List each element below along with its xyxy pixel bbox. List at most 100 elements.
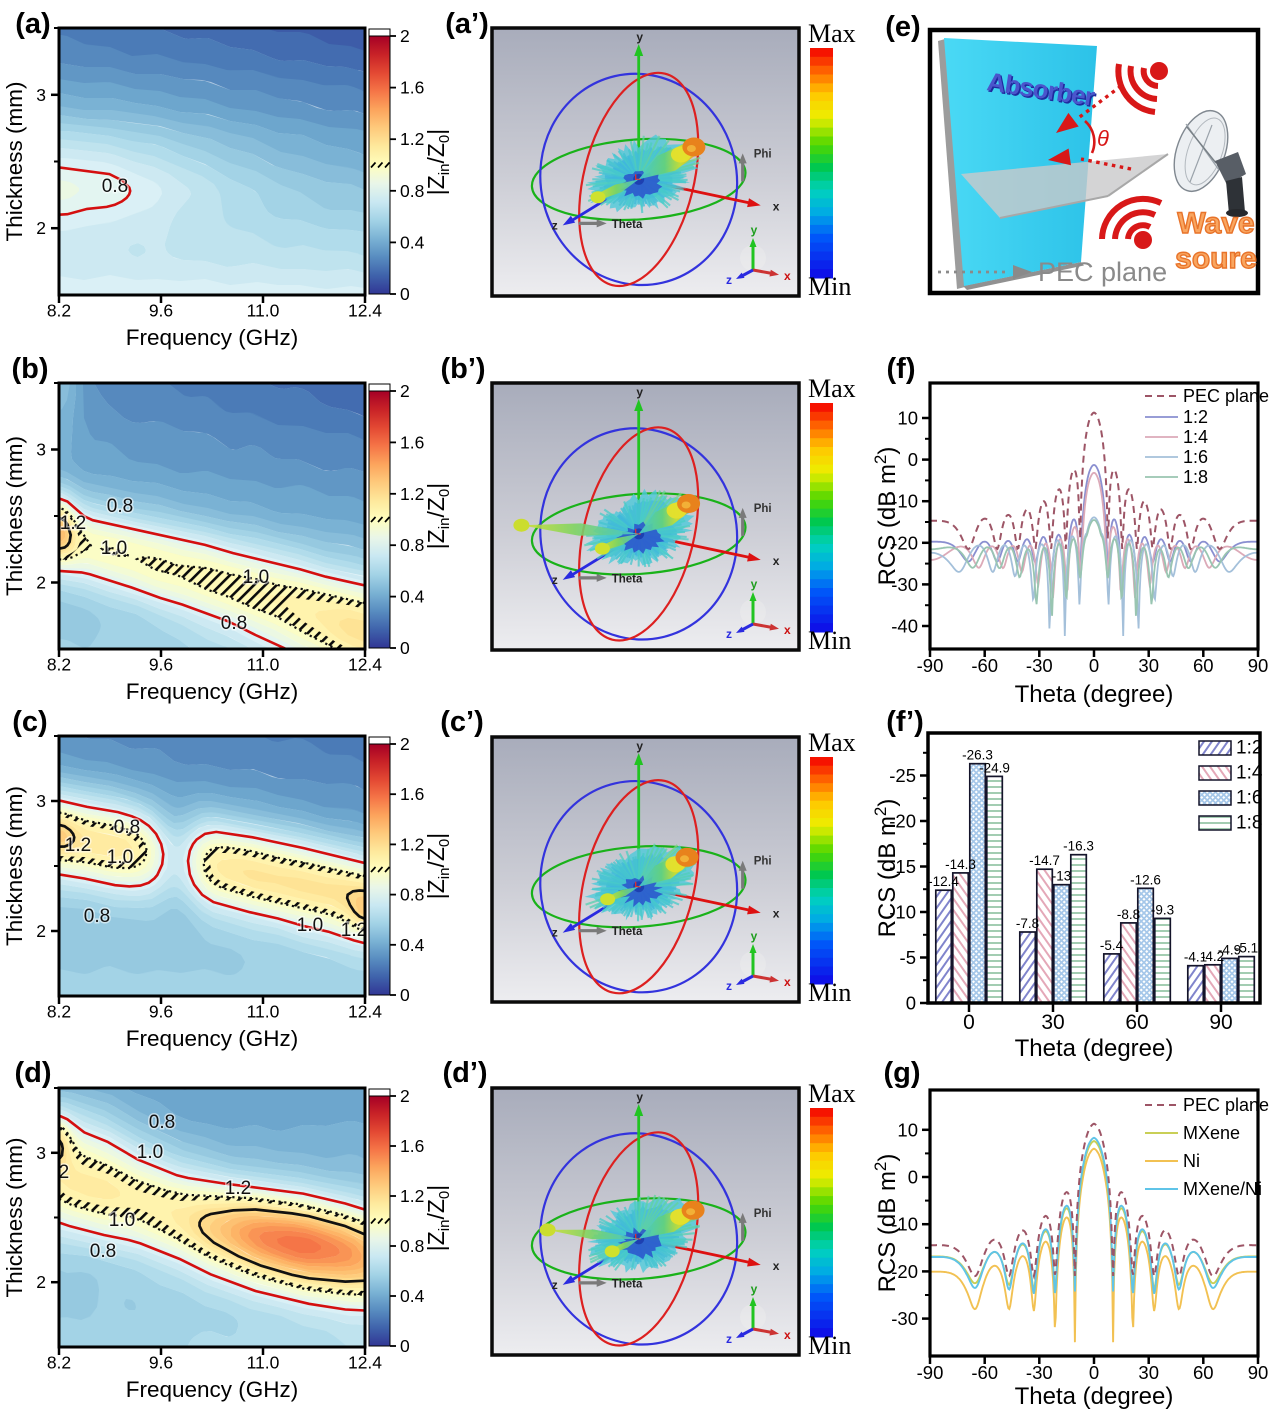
svg-text:11.0: 11.0 xyxy=(247,301,280,321)
svg-text:(b’): (b’) xyxy=(440,353,485,385)
svg-text:Theta: Theta xyxy=(612,926,643,938)
svg-text:1.2: 1.2 xyxy=(65,835,91,856)
svg-text:Thickness (mm): Thickness (mm) xyxy=(2,81,27,241)
svg-text:2: 2 xyxy=(400,26,410,46)
svg-text:-40: -40 xyxy=(891,616,918,637)
svg-text:Frequency (GHz): Frequency (GHz) xyxy=(126,679,299,704)
svg-text:1.2: 1.2 xyxy=(400,1186,424,1206)
svg-text:PEC plane: PEC plane xyxy=(1038,257,1167,287)
svg-text:Min: Min xyxy=(808,626,851,655)
svg-text:y: y xyxy=(751,929,758,943)
svg-text:-13: -13 xyxy=(1052,869,1072,884)
svg-text:(a’): (a’) xyxy=(445,8,489,40)
svg-text:1:8: 1:8 xyxy=(1183,467,1208,487)
svg-text:8.2: 8.2 xyxy=(47,1353,71,1373)
svg-text:-7.8: -7.8 xyxy=(1016,916,1039,931)
svg-text:1.0: 1.0 xyxy=(137,1142,163,1163)
svg-text:1.0: 1.0 xyxy=(107,847,133,868)
svg-text:0.4: 0.4 xyxy=(400,935,425,955)
svg-text:1.2: 1.2 xyxy=(400,129,424,149)
svg-text:Max: Max xyxy=(808,19,856,48)
svg-text:-16.3: -16.3 xyxy=(1063,839,1094,854)
svg-text:1.2: 1.2 xyxy=(341,920,367,941)
svg-text:0: 0 xyxy=(906,993,916,1014)
svg-text:(d): (d) xyxy=(14,1057,51,1089)
svg-text:30: 30 xyxy=(1138,655,1159,676)
svg-text:3: 3 xyxy=(36,1143,46,1163)
svg-text:-9.3: -9.3 xyxy=(1151,902,1174,917)
svg-text:(f): (f) xyxy=(887,353,916,385)
svg-text:1.0: 1.0 xyxy=(297,915,323,936)
svg-text:1:6: 1:6 xyxy=(1236,788,1262,809)
svg-text:PEC plane: PEC plane xyxy=(1183,386,1269,406)
svg-text:1.2: 1.2 xyxy=(43,1162,69,1183)
svg-text:1:2: 1:2 xyxy=(1183,407,1208,427)
svg-text:-8.8: -8.8 xyxy=(1117,907,1140,922)
svg-text:y: y xyxy=(751,577,758,591)
svg-text:12.4: 12.4 xyxy=(348,301,382,321)
svg-text:Theta (degree): Theta (degree) xyxy=(1015,1035,1174,1062)
svg-text:60: 60 xyxy=(1125,1011,1148,1034)
svg-text:x: x xyxy=(784,269,791,283)
svg-text:2: 2 xyxy=(400,734,410,754)
svg-text:0.8: 0.8 xyxy=(400,885,424,905)
svg-text:1.0: 1.0 xyxy=(243,567,269,588)
svg-text:-60: -60 xyxy=(971,655,998,676)
svg-text:-14.7: -14.7 xyxy=(1029,853,1060,868)
svg-text:0: 0 xyxy=(1089,1362,1099,1383)
svg-text:Wave: Wave xyxy=(1177,207,1254,240)
svg-text:-25: -25 xyxy=(889,765,916,786)
svg-text:-30: -30 xyxy=(1026,655,1053,676)
svg-text:-10: -10 xyxy=(891,1214,918,1235)
svg-text:12.4: 12.4 xyxy=(348,655,382,675)
svg-text:-30: -30 xyxy=(891,1308,918,1329)
svg-text:Min: Min xyxy=(808,978,851,1007)
svg-text:z: z xyxy=(552,218,558,232)
svg-text:1.0: 1.0 xyxy=(101,538,127,559)
svg-text:12.4: 12.4 xyxy=(348,1353,382,1373)
svg-text:2: 2 xyxy=(36,573,46,593)
svg-text:PEC plane: PEC plane xyxy=(1183,1095,1269,1115)
svg-text:-5.1: -5.1 xyxy=(1235,941,1258,956)
svg-text:0.8: 0.8 xyxy=(221,613,247,634)
svg-text:(c’): (c’) xyxy=(440,706,484,738)
svg-text:0.8: 0.8 xyxy=(84,906,110,927)
svg-text:(d’): (d’) xyxy=(442,1057,487,1089)
svg-text:RCS (dB m2): RCS (dB m2) xyxy=(871,447,901,586)
svg-text:x: x xyxy=(784,1328,791,1342)
svg-text:Thickness (mm): Thickness (mm) xyxy=(2,786,27,946)
svg-text:Thickness (mm): Thickness (mm) xyxy=(2,1137,27,1297)
svg-text:8.2: 8.2 xyxy=(47,655,71,675)
svg-text:y: y xyxy=(636,30,643,44)
svg-text:-5.4: -5.4 xyxy=(1100,938,1124,953)
svg-text:1:2: 1:2 xyxy=(1236,738,1262,759)
svg-text:9.6: 9.6 xyxy=(149,301,173,321)
svg-text:1.2: 1.2 xyxy=(60,513,86,534)
svg-text:90: 90 xyxy=(1209,1011,1232,1034)
svg-text:10: 10 xyxy=(897,408,918,429)
svg-text:soure: soure xyxy=(1175,242,1257,275)
svg-text:(c): (c) xyxy=(12,706,47,738)
svg-text:(a): (a) xyxy=(15,8,50,40)
svg-text:9.6: 9.6 xyxy=(149,655,173,675)
svg-text:z: z xyxy=(726,273,732,287)
svg-text:30: 30 xyxy=(1138,1362,1159,1383)
svg-text:0.8: 0.8 xyxy=(149,1112,175,1133)
svg-text:|Zin/Z0|: |Zin/Z0| xyxy=(423,483,453,550)
svg-text:-10: -10 xyxy=(891,491,918,512)
svg-text:-4.9: -4.9 xyxy=(1218,942,1241,957)
svg-text:Phi: Phi xyxy=(754,503,772,515)
svg-text:x: x xyxy=(784,623,791,637)
svg-text:0.8: 0.8 xyxy=(107,496,133,517)
svg-text:-60: -60 xyxy=(971,1362,998,1383)
svg-text:-5: -5 xyxy=(900,947,916,968)
svg-text:Thickness (mm): Thickness (mm) xyxy=(2,436,27,596)
svg-text:3: 3 xyxy=(36,791,46,811)
svg-text:30: 30 xyxy=(1041,1011,1064,1034)
svg-text:1.2: 1.2 xyxy=(400,484,424,504)
svg-text:9.6: 9.6 xyxy=(149,1002,173,1022)
svg-text:1:4: 1:4 xyxy=(1183,427,1208,447)
svg-text:8.2: 8.2 xyxy=(47,1002,71,1022)
svg-text:-26.3: -26.3 xyxy=(962,748,993,763)
svg-text:2: 2 xyxy=(36,921,46,941)
